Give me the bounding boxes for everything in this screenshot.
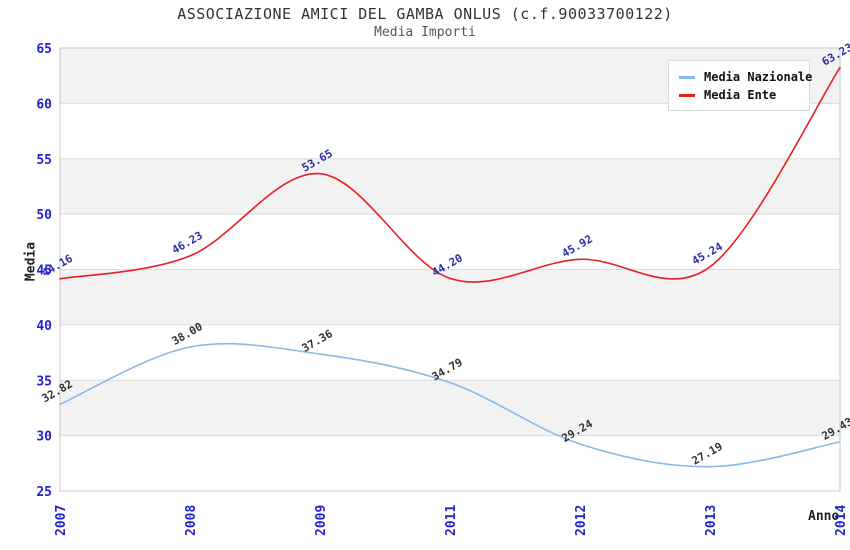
data-label: 27.19	[690, 440, 725, 468]
data-label: 46.23	[170, 229, 205, 257]
legend-line-swatch-media-ente	[679, 93, 695, 97]
chart-title: ASSOCIAZIONE AMICI DEL GAMBA ONLUS (c.f.…	[177, 5, 673, 23]
legend-item-media-ente: Media Ente	[679, 86, 801, 104]
x-tick-label: 2011	[444, 505, 459, 536]
x-tick-label: 2007	[54, 505, 69, 536]
x-tick-label: 2014	[834, 505, 849, 536]
y-tick-label: 40	[36, 319, 52, 334]
data-label: 45.24	[690, 240, 726, 268]
legend-label-media-ente: Media Ente	[704, 88, 777, 102]
plot-border	[59, 47, 841, 492]
legend-item-media-nazionale: Media Nazionale	[679, 68, 812, 86]
plot-band	[60, 158, 840, 215]
y-tick-label: 45	[36, 264, 52, 279]
y-tick-label: 35	[36, 374, 52, 389]
y-tick-label: 30	[36, 430, 52, 445]
x-tick-label: 2012	[574, 505, 589, 536]
data-label: 45.92	[560, 232, 595, 260]
chart-subtitle: Media Importi	[374, 25, 476, 40]
x-tick-label: 2013	[704, 505, 719, 536]
y-tick-label: 60	[36, 97, 52, 112]
legend-line-swatch-media-nazionale	[679, 75, 695, 79]
legend-label-media-nazionale: Media Nazionale	[704, 70, 813, 84]
y-tick-label: 65	[36, 42, 52, 57]
x-tick-label: 2009	[314, 505, 329, 536]
plot-band	[60, 380, 840, 436]
y-tick-label: 55	[36, 153, 52, 168]
data-label: 37.36	[300, 327, 336, 355]
legend: Media Nazionale Media Ente	[668, 60, 812, 111]
y-tick-label: 50	[36, 208, 52, 223]
y-tick-label: 25	[36, 485, 52, 500]
series-line-media-ente	[59, 66, 841, 283]
x-tick-label: 2008	[184, 505, 199, 536]
series-line-media-nazionale	[59, 342, 841, 468]
x-axis-title: Anno	[808, 509, 840, 524]
data-label: 34.79	[430, 356, 465, 384]
